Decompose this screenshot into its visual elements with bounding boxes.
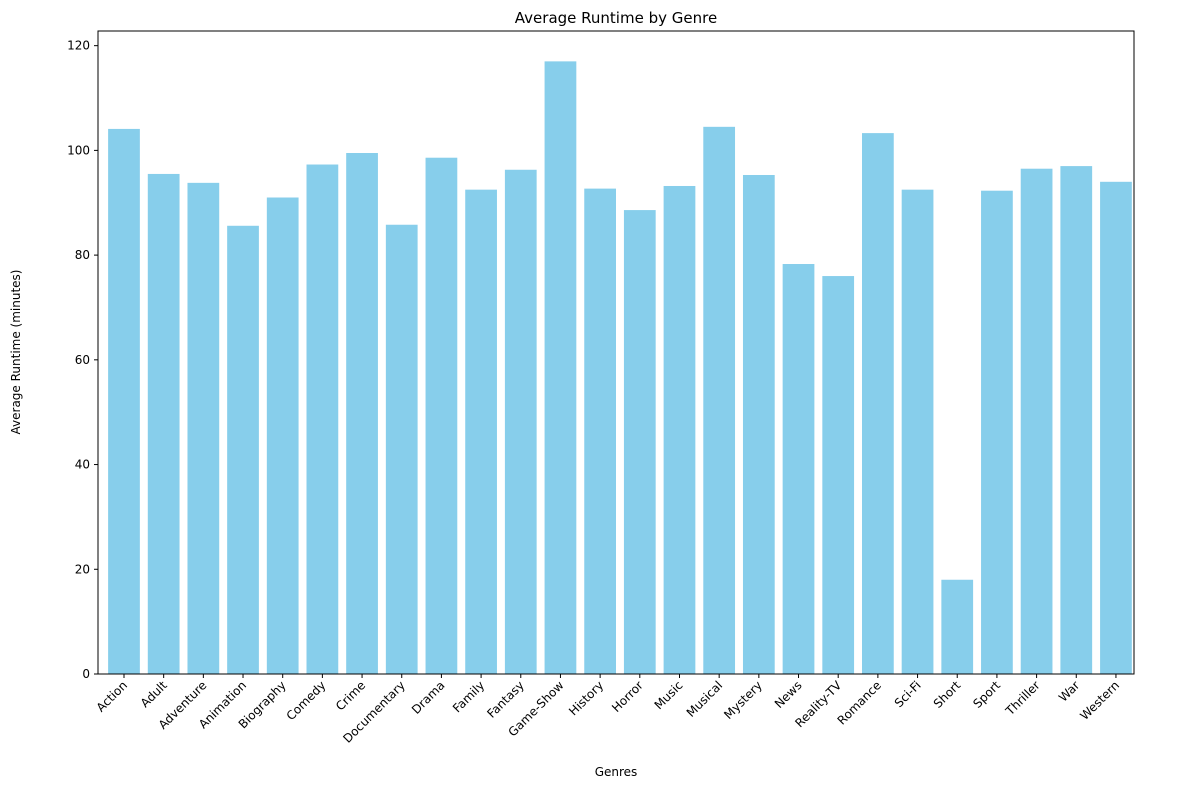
- x-tick-label: History: [566, 678, 606, 718]
- bar-animation: [227, 225, 259, 674]
- x-tick-label: Sport: [970, 678, 1003, 711]
- bar-sci-fi: [901, 189, 934, 675]
- y-tick-label: 40: [75, 458, 90, 472]
- chart-title: Average Runtime by Genre: [515, 9, 717, 27]
- y-tick-label: 0: [82, 667, 90, 681]
- bar-crime: [346, 153, 378, 674]
- x-tick-label: Musical: [684, 678, 726, 720]
- bar-news: [782, 264, 815, 674]
- bar-history: [584, 188, 616, 674]
- y-tick-label: 100: [67, 143, 90, 157]
- bar-short: [941, 579, 974, 674]
- x-axis: Action AdultAdventureAnimationBiographyCo…: [94, 674, 1122, 746]
- bar-action: [108, 128, 140, 674]
- bar-adventure: [187, 182, 220, 674]
- x-tick-label: Thriller: [1002, 678, 1042, 718]
- bar-game-show: [544, 61, 577, 675]
- bar-mystery: [742, 174, 775, 674]
- bar-western: [1100, 181, 1132, 674]
- x-tick-label: Family: [450, 678, 487, 715]
- y-tick-label: 20: [75, 562, 90, 576]
- y-tick-label: 80: [75, 248, 90, 262]
- bar-drama: [425, 157, 458, 675]
- x-tick-label: Western: [1077, 678, 1122, 723]
- x-tick-label: Music: [652, 678, 686, 712]
- y-axis-label: Average Runtime (minutes): [9, 270, 23, 435]
- bar-biography: [266, 197, 299, 674]
- bar-musical: [703, 126, 736, 675]
- x-tick-label: Comedy: [284, 678, 329, 723]
- x-axis-label: Genres: [595, 765, 638, 779]
- x-tick-label: Crime: [333, 678, 368, 713]
- y-tick-label: 60: [75, 353, 90, 367]
- x-tick-label: Drama: [409, 678, 448, 717]
- bar-horror: [623, 210, 656, 675]
- y-tick-label: 120: [67, 39, 90, 53]
- bar-thriller: [1020, 168, 1053, 674]
- x-tick-label: War: [1056, 678, 1082, 704]
- x-tick-label: Short: [931, 678, 964, 711]
- x-tick-label: Mystery: [721, 678, 765, 722]
- x-tick-label: Adult: [138, 678, 170, 710]
- bar-war: [1060, 166, 1093, 674]
- bar-romance: [862, 133, 894, 674]
- x-tick-label: Horror: [609, 678, 646, 715]
- bar-adult: [147, 173, 180, 674]
- y-axis: 0 20 40 60 80 100 120: [67, 39, 98, 681]
- x-tick-label: Romance: [835, 678, 884, 727]
- bar-reality-tv: [822, 276, 855, 674]
- plot-frame: [97, 30, 1135, 675]
- bar-family: [465, 189, 497, 675]
- bars-group: [108, 61, 1132, 675]
- x-tick-label: Action: [94, 678, 130, 714]
- x-tick-label: Sci-Fi: [892, 678, 924, 710]
- bar-sport: [981, 190, 1013, 675]
- bar-fantasy: [504, 169, 537, 674]
- bar-music: [663, 185, 696, 674]
- bar-documentary: [385, 224, 418, 674]
- x-tick-label: News: [772, 678, 805, 711]
- bar-comedy: [306, 164, 339, 675]
